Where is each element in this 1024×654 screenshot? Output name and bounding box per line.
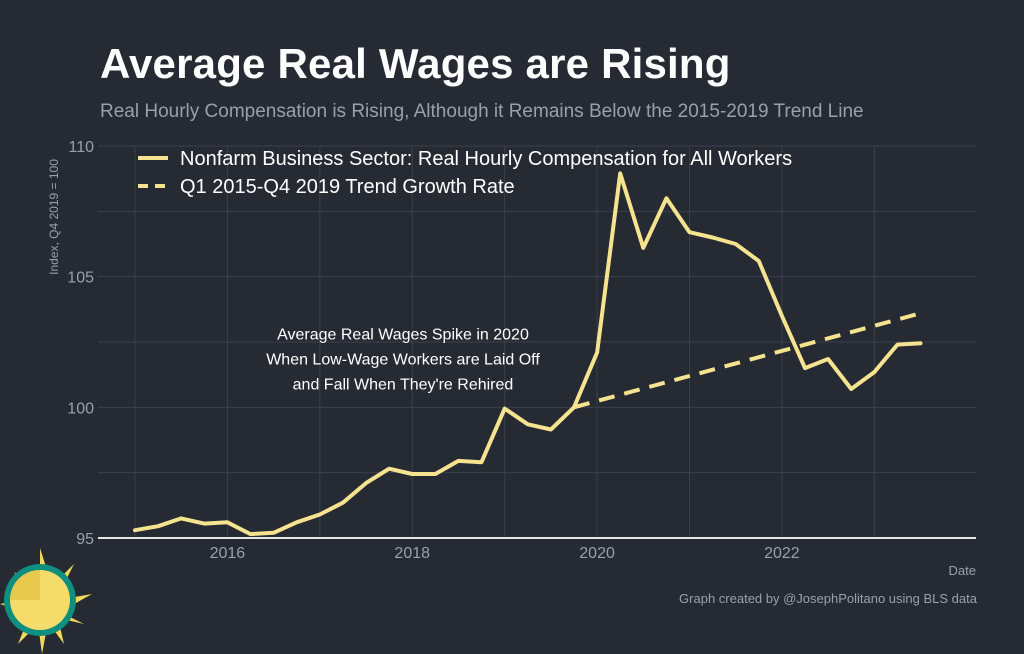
x-axis-label: Date [949,563,976,578]
y-tick-label: 110 [68,139,94,156]
legend-label: Nonfarm Business Sector: Real Hourly Com… [180,148,792,170]
wage-index-line [133,171,923,537]
annotation-line: Average Real Wages Spike in 2020 [277,326,529,343]
y-tick-label: 95 [76,531,94,548]
chart-credit: Graph created by @JosephPolitano using B… [679,591,977,606]
x-tick-label: 2020 [579,545,615,562]
chart-title: Average Real Wages are Rising [100,40,731,87]
annotation-line: When Low-Wage Workers are Laid Off [266,351,540,368]
y-tick-label: 105 [67,270,94,287]
trend-line [573,311,922,410]
y-tick-label: 100 [67,400,94,417]
x-tick-label: 2022 [764,545,800,562]
sun-logo-icon [0,548,92,654]
annotation-line: and Fall When They're Rehired [293,376,514,393]
y-axis-label: Index, Q4 2019 = 100 [47,159,61,275]
legend-label: Q1 2015-Q4 2019 Trend Growth Rate [180,176,515,198]
x-tick-label: 2018 [394,545,430,562]
chart-subtitle: Real Hourly Compensation is Rising, Alth… [100,101,864,122]
x-tick-label: 2016 [210,545,246,562]
